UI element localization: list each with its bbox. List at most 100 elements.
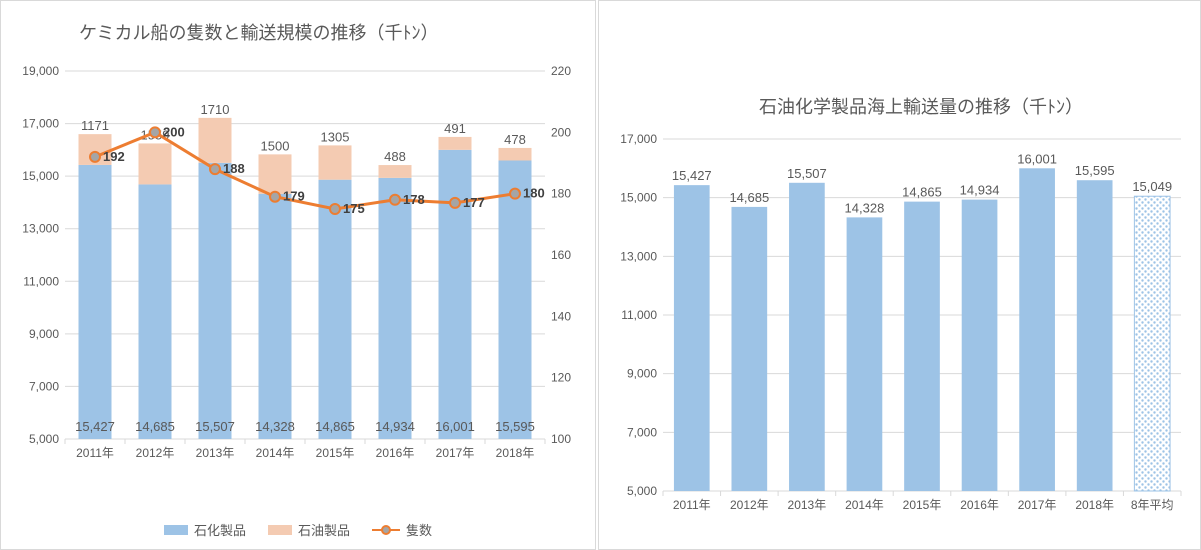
svg-text:11,000: 11,000: [23, 274, 59, 288]
line-marker: [270, 192, 280, 202]
bar-label: 15,427: [672, 168, 712, 183]
svg-text:17,000: 17,000: [620, 132, 657, 146]
bar-sekiyu: [319, 145, 352, 179]
legend-label-bar2: 石油製品: [298, 520, 350, 539]
category-label: 2014年: [256, 446, 295, 460]
category-label: 2017年: [436, 446, 475, 460]
line-label: 192: [103, 149, 125, 164]
svg-text:220: 220: [551, 64, 571, 78]
svg-text:15,000: 15,000: [620, 191, 657, 205]
line-marker: [330, 204, 340, 214]
bar-sekka: [379, 178, 412, 439]
bar: [789, 183, 825, 491]
bar1-label: 15,507: [195, 419, 235, 434]
bar-sekiyu: [499, 148, 532, 161]
legend-item-line: 隻数: [372, 520, 432, 539]
line-label: 179: [283, 189, 305, 204]
category-label: 2013年: [196, 446, 235, 460]
bar-label: 14,685: [729, 190, 769, 205]
bar-sekka: [199, 163, 232, 439]
category-label: 2012年: [730, 498, 769, 512]
bar-label: 14,865: [902, 185, 942, 200]
line-marker: [90, 152, 100, 162]
left-chart-legend: 石化製品 石油製品 隻数: [1, 520, 595, 539]
page: ケミカル船の隻数と輸送規模の推移（千ﾄﾝ） 5,000 7,000 9,000 11,…: [0, 0, 1201, 550]
bar-sekiyu: [199, 118, 232, 163]
bar-average: [1134, 196, 1170, 491]
bar-sekka: [79, 165, 112, 439]
legend-item-bar1: 石化製品: [164, 520, 246, 539]
category-label: 2015年: [903, 498, 942, 512]
svg-text:9,000: 9,000: [29, 327, 59, 341]
svg-text:9,000: 9,000: [627, 367, 657, 381]
bar1-label: 14,934: [375, 419, 415, 434]
bar1-label: 14,685: [135, 419, 175, 434]
bar1-label: 15,427: [75, 419, 115, 434]
bar1-label: 15,595: [495, 419, 535, 434]
svg-text:140: 140: [551, 309, 571, 323]
svg-text:15,000: 15,000: [22, 169, 59, 183]
line-label: 180: [523, 186, 545, 201]
legend-swatch-bar2: [268, 525, 292, 535]
bar-label: 15,595: [1075, 163, 1115, 178]
line-label: 175: [343, 201, 365, 216]
line-marker: [510, 189, 520, 199]
svg-text:7,000: 7,000: [29, 379, 59, 393]
bar1-label: 16,001: [435, 419, 475, 434]
bar2-label: 491: [444, 121, 466, 136]
line-label: 200: [163, 124, 185, 139]
bar2-label: 1171: [81, 118, 109, 133]
category-label: 2011年: [76, 446, 114, 460]
line-label: 177: [463, 195, 485, 210]
svg-text:17,000: 17,000: [22, 117, 59, 131]
bar: [847, 217, 883, 491]
category-label: 2011年: [673, 498, 711, 512]
bar: [962, 200, 998, 491]
legend-label-bar1: 石化製品: [194, 520, 246, 539]
line-marker: [150, 127, 160, 137]
category-label: 2017年: [1018, 498, 1057, 512]
category-label: 2018年: [496, 446, 535, 460]
bar2-label: 1500: [261, 138, 290, 153]
bar1-label: 14,328: [255, 419, 295, 434]
bar-sekiyu: [139, 143, 172, 184]
bar-label: 14,934: [960, 183, 1000, 198]
line-label: 188: [223, 161, 245, 176]
bar: [1019, 168, 1055, 491]
legend-label-line: 隻数: [406, 520, 432, 539]
category-label: 2013年: [788, 498, 827, 512]
bar2-label: 478: [504, 132, 526, 147]
left-chart-title: ケミカル船の隻数と輸送規模の推移（千ﾄﾝ）: [1, 19, 595, 45]
right-chart-panel: 石油化学製品海上輸送量の推移（千ﾄﾝ） 5,0007,0009,00011,00…: [598, 0, 1201, 550]
bar-sekiyu: [439, 137, 472, 150]
bar-sekka: [319, 180, 352, 439]
bar-label: 16,001: [1017, 151, 1057, 166]
bar: [904, 202, 940, 491]
category-label: 2014年: [845, 498, 884, 512]
bar-label: 14,328: [845, 200, 885, 215]
line-marker: [210, 164, 220, 174]
bar: [731, 207, 767, 491]
svg-text:7,000: 7,000: [627, 425, 657, 439]
legend-item-bar2: 石油製品: [268, 520, 350, 539]
category-label: 2016年: [376, 446, 415, 460]
svg-text:5,000: 5,000: [29, 432, 59, 446]
bar2-label: 1710: [201, 102, 230, 117]
svg-text:200: 200: [551, 125, 571, 139]
svg-text:100: 100: [551, 432, 571, 446]
category-label: 8年平均: [1131, 498, 1174, 512]
bar-sekiyu: [379, 165, 412, 178]
right-chart-plot: 5,0007,0009,00011,00013,00015,00017,0001…: [613, 129, 1189, 521]
svg-text:13,000: 13,000: [620, 249, 657, 263]
left-chart-panel: ケミカル船の隻数と輸送規模の推移（千ﾄﾝ） 5,000 7,000 9,000 11,…: [0, 0, 596, 550]
bar-sekka: [499, 161, 532, 439]
svg-text:11,000: 11,000: [621, 308, 657, 322]
left-chart-plot: 5,0007,0009,00011,00013,00015,00017,0001…: [15, 61, 581, 491]
legend-swatch-line: [372, 524, 400, 536]
bar-sekka: [439, 150, 472, 439]
bar-label: 15,049: [1132, 179, 1172, 194]
bar2-label: 1305: [321, 129, 350, 144]
bar2-label: 488: [384, 149, 406, 164]
line-label: 178: [403, 192, 425, 207]
category-label: 2018年: [1075, 498, 1114, 512]
